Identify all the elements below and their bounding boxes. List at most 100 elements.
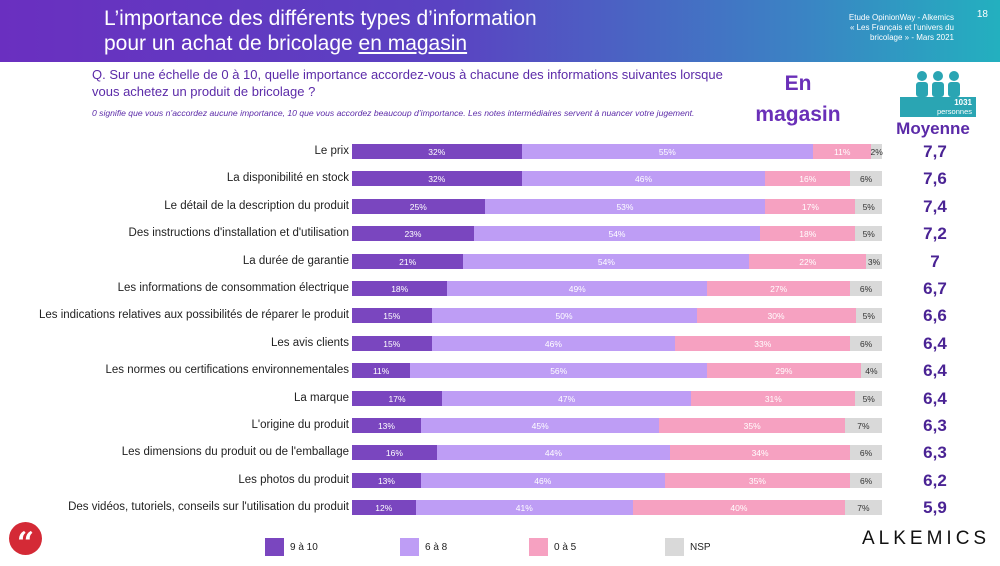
bar-segment-9-à-10: 13% xyxy=(352,473,421,488)
sample-badge: 1031 personnes xyxy=(900,97,976,117)
bar-segment-0-à-5: 35% xyxy=(659,418,845,433)
bar-segment-9-à-10: 25% xyxy=(352,199,485,214)
bar-segment-nsp: 6% xyxy=(850,171,882,186)
category-label: L'origine du produit xyxy=(251,419,349,431)
bar-segment-6-à-8: 46% xyxy=(420,473,665,488)
bar-segment-0-à-5: 29% xyxy=(707,363,861,378)
stacked-bar: 32% 55% 11% 2% xyxy=(352,144,883,159)
bar-segment-6-à-8: 45% xyxy=(420,418,660,433)
bar-segment-nsp: 7% xyxy=(844,418,882,433)
bar-segment-nsp: 6% xyxy=(850,473,882,488)
legend-label-9-10: 9 à 10 xyxy=(290,541,318,553)
category-label: La marque xyxy=(294,392,349,404)
bar-segment-9-à-10: 12% xyxy=(352,500,416,515)
bar-segment-0-à-5: 22% xyxy=(749,254,867,269)
bar-segment-nsp: 5% xyxy=(855,308,882,323)
bar-segment-9-à-10: 21% xyxy=(352,254,464,269)
bar-segment-0-à-5: 27% xyxy=(707,281,851,296)
stacked-bar: 25% 53% 17% 5% xyxy=(352,199,882,214)
bar-segment-6-à-8: 50% xyxy=(431,308,697,323)
stacked-bar: 17% 47% 31% 5% xyxy=(352,391,882,406)
bar-segment-9-à-10: 17% xyxy=(352,391,443,406)
bar-segment-9-à-10: 18% xyxy=(352,281,448,296)
bar-segment-nsp: 5% xyxy=(855,199,882,214)
channel-label-line-1: En xyxy=(784,72,812,95)
legend-item-nsp: NSP xyxy=(665,538,711,556)
stacked-bar: 11% 56% 29% 4% xyxy=(352,363,882,378)
category-label: Les informations de consommation électri… xyxy=(117,282,349,294)
legend: 9 à 10 6 à 8 0 à 5 NSP xyxy=(265,538,885,556)
bar-segment-nsp: 5% xyxy=(855,391,882,406)
mean-value: 6,3 xyxy=(923,443,947,462)
bar-segment-6-à-8: 54% xyxy=(463,254,750,269)
question-text: Q. Sur une échelle de 0 à 10, quelle imp… xyxy=(92,67,723,99)
legend-label-6-8: 6 à 8 xyxy=(425,541,448,553)
bar-segment-0-à-5: 30% xyxy=(696,308,856,323)
stacked-bar: 21% 54% 22% 3% xyxy=(352,254,882,269)
quote-icon: “ xyxy=(9,522,42,561)
bar-segment-9-à-10: 32% xyxy=(352,144,522,159)
mean-value: 6,2 xyxy=(923,471,947,490)
legend-swatch-9-10 xyxy=(265,538,284,556)
mean-value: 7 xyxy=(930,252,940,271)
category-label: Le détail de la description du produit xyxy=(164,200,349,212)
bar-segment-9-à-10: 15% xyxy=(352,308,432,323)
bar-segment-0-à-5: 11% xyxy=(813,144,872,159)
mean-value: 7,6 xyxy=(923,169,947,188)
bar-segment-6-à-8: 55% xyxy=(521,144,814,159)
stacked-bar: 15% 50% 30% 5% xyxy=(352,308,882,323)
bar-segment-6-à-8: 54% xyxy=(473,226,761,241)
bar-segment-0-à-5: 16% xyxy=(765,171,851,186)
category-label: Les photos du produit xyxy=(238,474,349,486)
legend-label-0-5: 0 à 5 xyxy=(554,541,577,553)
bar-segment-nsp: 6% xyxy=(850,445,882,460)
mean-value: 7,7 xyxy=(923,142,947,161)
stacked-bar: 15% 46% 33% 6% xyxy=(352,336,882,351)
legend-swatch-0-5 xyxy=(529,538,548,556)
sample-unit: personnes xyxy=(936,107,972,116)
mean-value: 6,3 xyxy=(923,416,947,435)
category-label: Le prix xyxy=(314,145,349,157)
bar-segment-nsp: 3% xyxy=(866,254,882,269)
category-label: Les dimensions du produit ou de l'emball… xyxy=(121,446,349,458)
category-label: Les indications relatives aux possibilit… xyxy=(38,309,349,321)
mean-value: 7,4 xyxy=(923,197,947,216)
category-label: La disponibilité en stock xyxy=(226,172,349,184)
bar-segment-0-à-5: 40% xyxy=(632,500,845,515)
mean-value: 6,4 xyxy=(923,389,947,408)
source-line-2: « Les Français et l’univers du xyxy=(849,23,954,32)
bar-segment-9-à-10: 16% xyxy=(352,445,437,460)
bar-segment-9-à-10: 11% xyxy=(352,363,411,378)
channel-label: En magasin xyxy=(752,68,844,130)
stacked-bar: 13% 46% 35% 6% xyxy=(352,473,882,488)
legend-swatch-nsp xyxy=(665,538,684,556)
mean-value: 6,4 xyxy=(923,361,947,380)
stacked-bar: 12% 41% 40% 7% xyxy=(352,500,882,515)
source-line-1: Etude OpinionWay - Alkemics xyxy=(848,13,954,22)
title-line-2-prefix: pour un achat de bricolage xyxy=(104,32,359,55)
channel-label-line-2: magasin xyxy=(755,103,841,126)
people-icon xyxy=(916,71,960,97)
category-label: La durée de garantie xyxy=(242,255,349,267)
stacked-bar: 23% 54% 18% 5% xyxy=(352,226,882,241)
mean-value: 5,9 xyxy=(923,498,947,517)
bar-segment-nsp: 4% xyxy=(860,363,882,378)
bar-segment-6-à-8: 41% xyxy=(415,500,633,515)
bar-segment-0-à-5: 18% xyxy=(760,226,856,241)
question-note: 0 signifie que vous n’accordez aucune im… xyxy=(92,108,695,118)
bar-segment-9-à-10: 15% xyxy=(352,336,432,351)
bar-segment-6-à-8: 49% xyxy=(447,281,708,296)
stacked-bar: 32% 46% 16% 6% xyxy=(352,171,882,186)
bar-segment-nsp: 6% xyxy=(850,281,882,296)
bar-segment-0-à-5: 34% xyxy=(669,445,851,460)
bar-segment-0-à-5: 31% xyxy=(691,391,856,406)
bar-segment-6-à-8: 46% xyxy=(431,336,676,351)
page-number: 18 xyxy=(976,9,988,20)
bar-segment-6-à-8: 44% xyxy=(436,445,670,460)
bar-segment-nsp: 7% xyxy=(844,500,882,515)
category-label: Les normes ou certifications environneme… xyxy=(105,364,349,376)
stacked-bar: 16% 44% 34% 6% xyxy=(352,445,882,460)
brand-logo: ALKEMICS xyxy=(862,528,991,549)
legend-label-nsp: NSP xyxy=(690,541,711,553)
bar-segment-6-à-8: 56% xyxy=(410,363,708,378)
